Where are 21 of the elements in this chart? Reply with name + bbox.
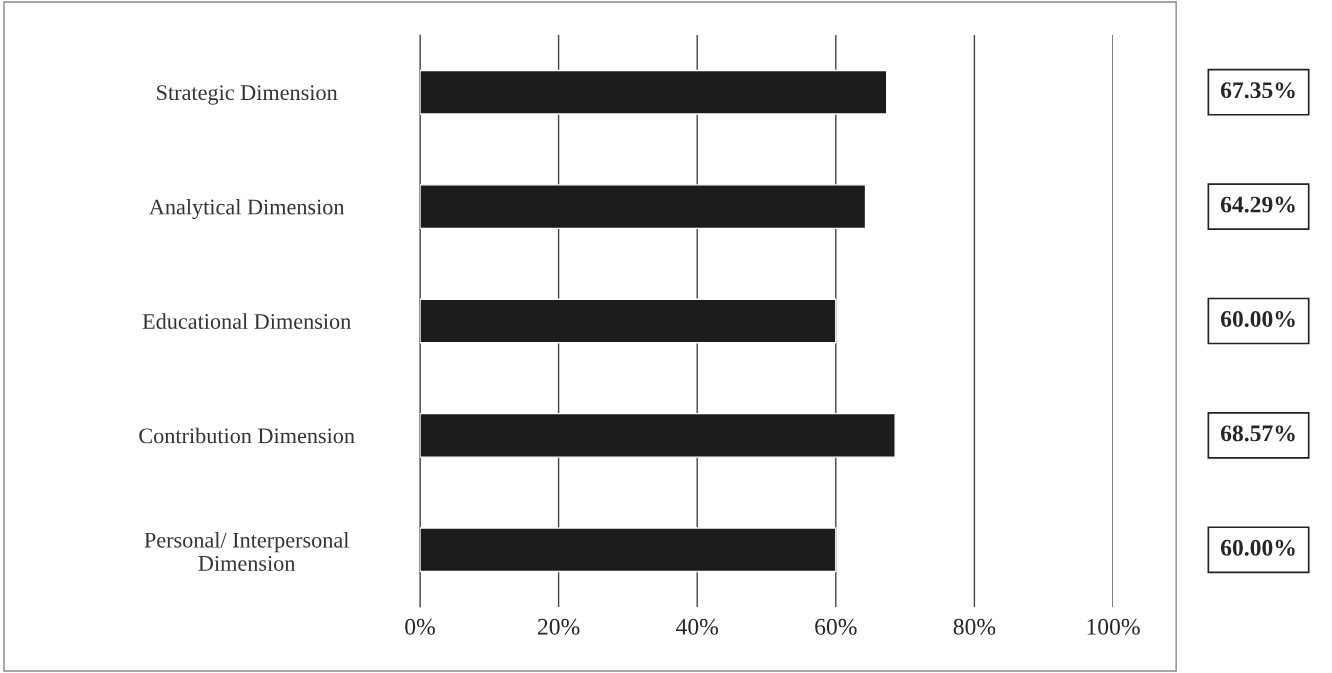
bar <box>420 298 837 344</box>
x-tick-label: 100% <box>1087 618 1140 635</box>
x-tick-label: 80% <box>953 618 996 635</box>
y-tick-label: Analytical Dimension <box>149 198 345 220</box>
y-tick-label: Strategic Dimension <box>157 85 338 105</box>
bar <box>420 412 896 458</box>
x-tick-label: 40% <box>676 618 719 635</box>
data-label: 68.57% <box>1220 425 1295 442</box>
y-tick-label: Contribution Dimension <box>139 427 355 444</box>
x-tick-label: 20% <box>538 618 580 635</box>
x-tick-label: 0% <box>405 618 435 635</box>
bar <box>420 184 867 230</box>
data-label: 60.00% <box>1220 539 1295 556</box>
data-label: 67.35% <box>1220 82 1295 99</box>
y-tick-label: Personal/ Interpersonal Dimension <box>144 532 349 571</box>
data-label: 64.29% <box>1220 196 1295 213</box>
x-tick-label: 60% <box>815 618 857 635</box>
data-label: 60.00% <box>1220 310 1295 328</box>
bar <box>420 69 888 115</box>
y-tick-label: Educational Dimension <box>142 313 351 329</box>
bar <box>420 527 837 573</box>
